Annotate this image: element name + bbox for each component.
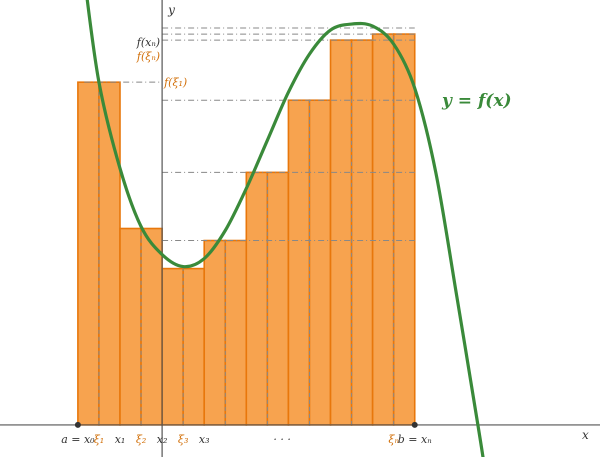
- x-tick-label-8: ξₙ: [388, 433, 399, 446]
- tick-labels: x y y = f(x) a = x₀ ξ₁ x₁ ξ₂ x₂ ξ₃ x₃ · · · ξₙb …: [61, 3, 589, 446]
- guide-lines: [84, 27, 415, 425]
- riemann-rect-15: [392, 33, 416, 426]
- riemann-rect-9: [266, 171, 290, 426]
- y-tick-label-2: f(ξ₁): [163, 76, 187, 89]
- x-tick-label-6: x₃: [199, 433, 210, 446]
- x-tick-label-5: ξ₃: [178, 433, 188, 446]
- endpoint-marker-1: [411, 421, 418, 428]
- x-tick-label-3: ξ₂: [136, 433, 146, 446]
- riemann-rect-6: [203, 239, 227, 426]
- riemann-rect-5: [182, 267, 206, 426]
- endpoint-marker-0: [74, 421, 81, 428]
- riemann-rect-13: [350, 39, 374, 426]
- x-tick-label-4: x₂: [157, 433, 168, 446]
- x-tick-label-2: x₁: [115, 433, 126, 446]
- riemann-rect-14: [371, 33, 395, 426]
- riemann-rect-8: [245, 171, 269, 426]
- x-tick-label-0: a = x₀: [61, 433, 95, 446]
- riemann-rect-4: [161, 267, 184, 426]
- x-tick-label-7: · · ·: [273, 433, 290, 446]
- riemann-rect-3: [140, 227, 163, 426]
- y-axis-label: y: [167, 3, 175, 17]
- riemann-rect-12: [329, 39, 353, 426]
- endpoint-markers: [74, 421, 418, 428]
- y-tick-label-0: f(xₙ): [136, 36, 160, 49]
- x-tick-label-1: ξ₁: [94, 433, 104, 446]
- curve-label: y = f(x): [441, 91, 512, 111]
- x-tick-label-9: b = xₙ: [398, 433, 432, 446]
- riemann-rect-0: [77, 81, 100, 426]
- riemann-rect-10: [287, 99, 311, 426]
- y-tick-label-1: f(ξₙ): [136, 50, 160, 63]
- riemann-rect-7: [224, 239, 248, 426]
- function-curve: [85, 0, 485, 457]
- riemann-rect-2: [119, 227, 142, 426]
- riemann-rect-11: [308, 99, 332, 426]
- x-axis-label: x: [582, 428, 589, 442]
- riemann-rectangles: [77, 33, 416, 426]
